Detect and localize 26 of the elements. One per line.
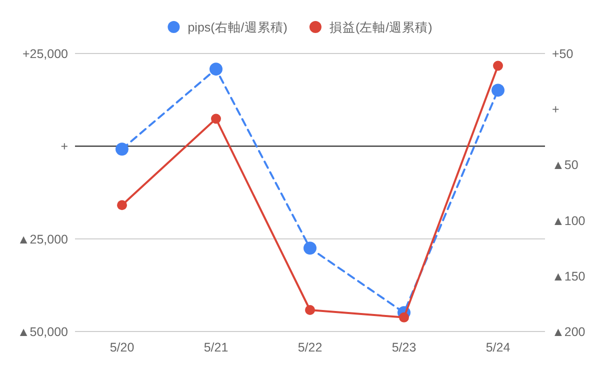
point <box>210 62 222 76</box>
x-tick-label: 5/20 <box>110 340 134 354</box>
point <box>211 114 221 124</box>
x-tick-label: 5/21 <box>204 340 228 354</box>
y2-tick-label: +50 <box>552 47 574 61</box>
legend-label: pips(右軸/週累積) <box>188 20 288 34</box>
y-tick-label: ▲25,000 <box>17 232 68 246</box>
x-tick-label: 5/22 <box>298 340 322 354</box>
point <box>117 200 127 210</box>
x-tick-label: 5/23 <box>392 340 416 354</box>
x-tick-label: 5/24 <box>486 340 510 354</box>
y2-tick-label: + <box>552 102 560 117</box>
point <box>304 242 316 255</box>
y2-tick-label: ▲200 <box>552 325 586 339</box>
point <box>305 305 315 315</box>
point <box>493 60 503 71</box>
point <box>399 312 409 322</box>
y-tick-label: ▲50,000 <box>17 325 68 339</box>
legend-label: 損益(左軸/週累積) <box>329 20 432 34</box>
y-tick-label: + <box>60 140 68 154</box>
y2-tick-label: ▲100 <box>552 214 586 228</box>
y2-tick-label: ▲50 <box>552 158 578 172</box>
point <box>116 142 128 156</box>
y-tick-label: +25,000 <box>22 47 68 61</box>
point <box>492 84 504 97</box>
y2-tick-label: ▲150 <box>552 269 586 284</box>
